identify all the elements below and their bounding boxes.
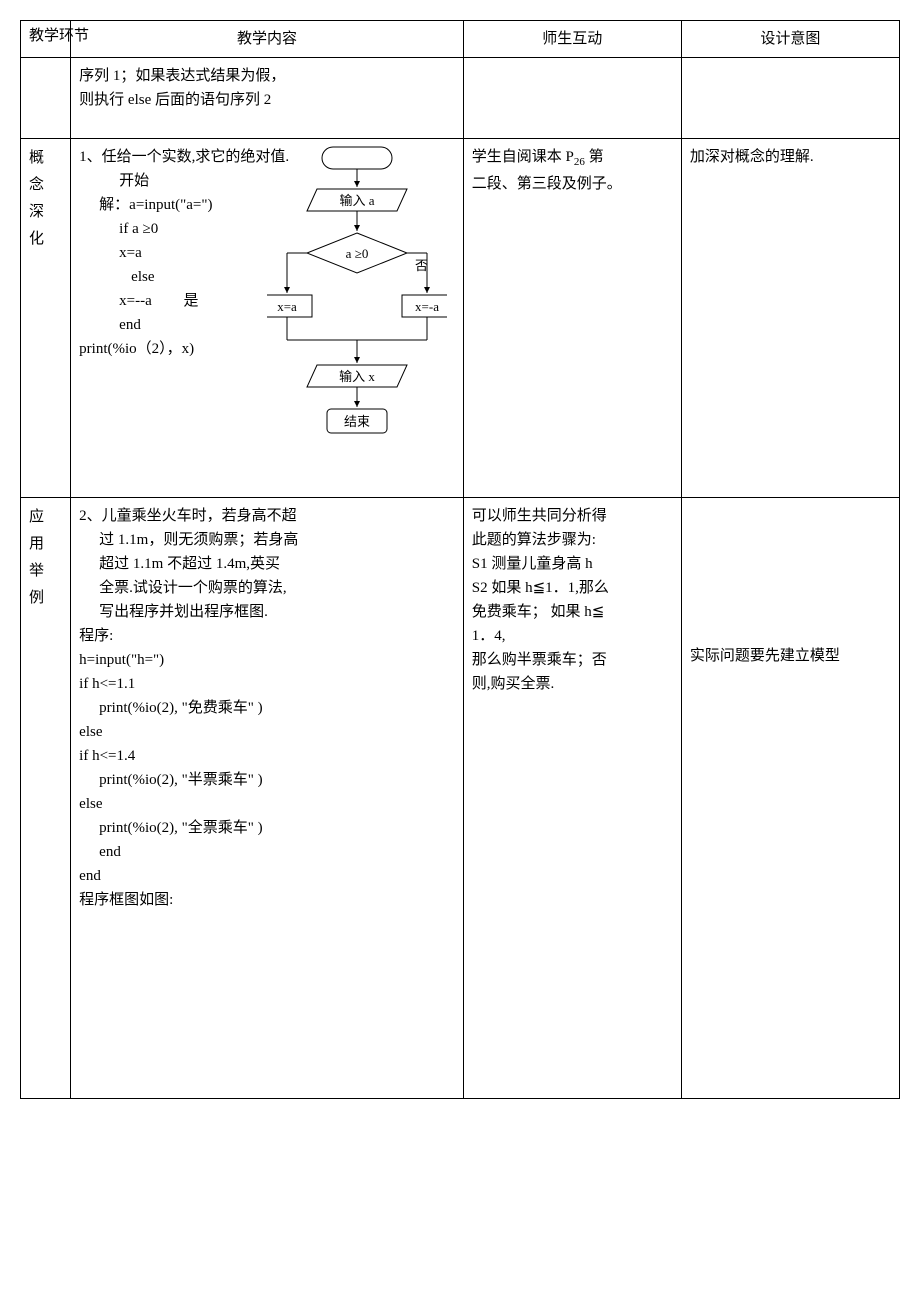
text-line: 解：a=input("a=") (79, 193, 455, 217)
label-char: 例 (29, 585, 62, 612)
header-interaction: 师生互动 (463, 21, 681, 58)
label-char: 概 (29, 145, 62, 172)
text-line: 1、任给一个实数,求它的绝对值. (79, 145, 455, 169)
text-line: print(%io（2），x) (79, 337, 455, 361)
section-cell: 应 用 举 例 (21, 498, 71, 1099)
content-cell: 2、儿童乘坐火车时，若身高不超 过 1.1m，则无须购票；若身高 超过 1.1m… (71, 498, 464, 1099)
text-line: S1 测量儿童身高 h (472, 552, 673, 576)
content-cell: 1、任给一个实数,求它的绝对值. 开始 解：a=input("a=") if a… (71, 139, 464, 498)
text-line: if h<=1.1 (79, 672, 455, 696)
label-char: 念 (29, 172, 62, 199)
text-line: else (79, 265, 455, 289)
text-line: if a ≥0 (79, 217, 455, 241)
text-line: 则执行 else 后面的语句序列 2 (79, 88, 455, 112)
text-line: end (79, 864, 455, 888)
text-line: S2 如果 h≦1．1,那么 (472, 576, 673, 600)
text-line: 实际问题要先建立模型 (690, 644, 891, 668)
text-line: if h<=1.4 (79, 744, 455, 768)
label-char: 化 (29, 226, 62, 253)
text-line: 程序: (79, 624, 455, 648)
text-line: 程序框图如图: (79, 888, 455, 912)
code-line-with-label: x=--a 是 (79, 289, 455, 313)
table-row: 概 念 深 化 1、任给一个实数,求它的绝对值. 开始 解：a=input("a… (21, 139, 900, 498)
section-cell-empty (21, 58, 71, 139)
text-line: 那么购半票乘车；否 (472, 648, 673, 672)
text-line: 加深对概念的理解. (690, 145, 891, 169)
text-line: 1．4, (472, 624, 673, 648)
text-line: else (79, 792, 455, 816)
text-line: 写出程序并划出程序框图. (79, 600, 455, 624)
text-line: 则,购买全票. (472, 672, 673, 696)
header-section: 教学环节 (21, 21, 71, 58)
text-line: 超过 1.1m 不超过 1.4m,英买 (79, 552, 455, 576)
text-line: 序列 1；如果表达式结果为假， (79, 64, 455, 88)
table-header-row: 教学环节 教学内容 师生互动 设计意图 (21, 21, 900, 58)
table-row: 应 用 举 例 2、儿童乘坐火车时，若身高不超 过 1.1m，则无须购票；若身高… (21, 498, 900, 1099)
label-char: 深 (29, 199, 62, 226)
header-intent: 设计意图 (681, 21, 899, 58)
section-cell: 概 念 深 化 (21, 139, 71, 498)
label-char: 应 (29, 504, 62, 531)
flow-end: 结束 (344, 414, 370, 429)
header-content: 教学内容 (71, 21, 464, 58)
intent-cell: 实际问题要先建立模型 (681, 498, 899, 1099)
text-line: 2、儿童乘坐火车时，若身高不超 (79, 504, 455, 528)
interaction-cell: 学生自阅课本 P26 第 二段、第三段及例子。 (463, 139, 681, 498)
flow-output-x: 输入 x (339, 369, 375, 384)
text-line: x=--a (79, 289, 152, 313)
text-line: print(%io(2), "半票乘车" ) (79, 768, 455, 792)
text-line: 学生自阅课本 P (472, 149, 574, 165)
page-container: 教学环节 教学内容 师生互动 设计意图 序列 1；如果表达式结果为假， 则执行 … (20, 20, 900, 1099)
text-line: 过 1.1m，则无须购票；若身高 (79, 528, 455, 552)
intent-cell: 加深对概念的理解. (681, 139, 899, 498)
text-line: end (79, 313, 455, 337)
text-line: 免费乘车； 如果 h≦ (472, 600, 673, 624)
text-line: else (79, 720, 455, 744)
text-line: 开始 (79, 169, 455, 193)
branch-label-yes: 是 (184, 289, 199, 313)
text-line: h=input("h=") (79, 648, 455, 672)
subscript: 26 (574, 156, 585, 168)
lesson-plan-table: 教学环节 教学内容 师生互动 设计意图 序列 1；如果表达式结果为假， 则执行 … (20, 20, 900, 1099)
text-line: end (79, 840, 455, 864)
code-block: 1、任给一个实数,求它的绝对值. 开始 解：a=input("a=") if a… (79, 145, 455, 361)
table-row: 序列 1；如果表达式结果为假， 则执行 else 后面的语句序列 2 (21, 58, 900, 139)
interaction-cell-empty (463, 58, 681, 139)
content-cell: 序列 1；如果表达式结果为假， 则执行 else 后面的语句序列 2 (71, 58, 464, 139)
text-line: 第 (585, 149, 604, 165)
text-line: 二段、第三段及例子。 (472, 172, 673, 196)
interaction-cell: 可以师生共同分析得 此题的算法步骤为: S1 测量儿童身高 h S2 如果 h≦… (463, 498, 681, 1099)
text-line: 全票.试设计一个购票的算法, (79, 576, 455, 600)
code-and-flowchart: 1、任给一个实数,求它的绝对值. 开始 解：a=input("a=") if a… (79, 145, 455, 491)
text-line: x=a (79, 241, 455, 265)
text-line: 可以师生共同分析得 (472, 504, 673, 528)
label-char: 举 (29, 558, 62, 585)
text-line: print(%io(2), "全票乘车" ) (79, 816, 455, 840)
intent-cell-empty (681, 58, 899, 139)
text-line: 此题的算法步骤为: (472, 528, 673, 552)
label-char: 用 (29, 531, 62, 558)
text-line: print(%io(2), "免费乘车" ) (79, 696, 455, 720)
